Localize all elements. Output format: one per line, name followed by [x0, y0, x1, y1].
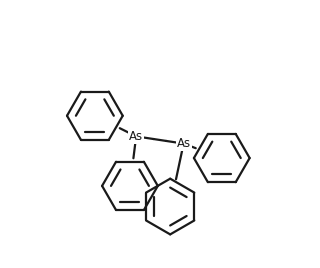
Text: As: As — [129, 130, 143, 143]
Text: As: As — [177, 137, 191, 150]
